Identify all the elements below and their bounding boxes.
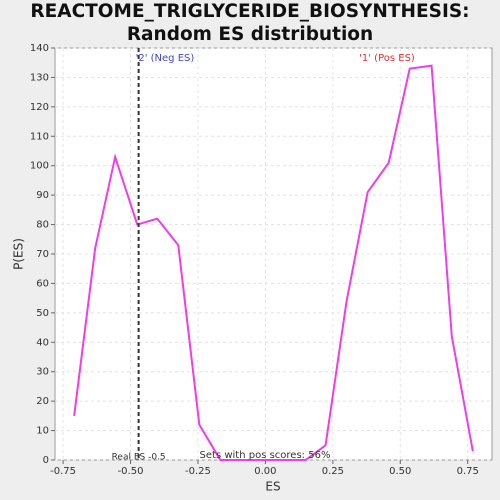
y-tick-label: 60 — [36, 278, 49, 289]
x-tick-label: 0.25 — [322, 466, 344, 477]
line-series — [73, 64, 474, 461]
y-tick-label: 140 — [30, 43, 49, 54]
x-tick-label: -0.50 — [118, 466, 144, 477]
x-tick-label: -0.25 — [185, 466, 211, 477]
y-tick-label: 0 — [43, 455, 49, 466]
x-tick-label: 0.75 — [457, 466, 479, 477]
x-tick-label: 0.00 — [254, 466, 276, 477]
y-tick-label: 30 — [36, 367, 49, 378]
neg-label: '2' (Neg ES) — [136, 53, 195, 64]
real-es-label: Real ES -0.5 — [112, 453, 166, 463]
y-tick-label: 80 — [36, 220, 49, 231]
y-tick-label: 10 — [36, 426, 49, 437]
y-axis-label: P(ES) — [12, 238, 26, 270]
x-tick-label: 0.50 — [389, 466, 411, 477]
y-tick-label: 100 — [30, 161, 49, 172]
y-tick-label: 90 — [36, 190, 49, 201]
pos-scores-label: Sets with pos scores: 56% — [200, 450, 331, 461]
chart-title: REACTOME_TRIGLYCERIDE_BIOSYNTHESIS: Rand… — [30, 1, 470, 45]
y-tick-label: 110 — [30, 131, 49, 142]
y-tick-label: 120 — [30, 102, 49, 113]
y-tick-label: 130 — [30, 72, 49, 83]
y-tick-label: 20 — [36, 396, 49, 407]
y-tick-label: 50 — [36, 308, 49, 319]
y-tick-label: 70 — [36, 249, 49, 260]
x-axis-label: ES — [265, 480, 280, 494]
x-tick-label: -0.75 — [50, 466, 76, 477]
pos-label: '1' (Pos ES) — [359, 53, 415, 64]
y-tick-label: 40 — [36, 337, 49, 348]
